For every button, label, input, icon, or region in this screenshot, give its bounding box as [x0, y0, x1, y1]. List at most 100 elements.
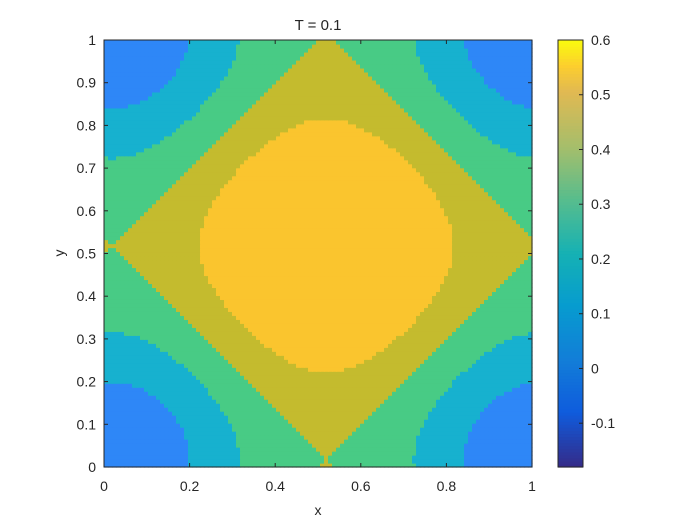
- contour-cell: [456, 447, 461, 452]
- contour-cell: [172, 439, 177, 444]
- contour-cell: [464, 439, 469, 444]
- contour-cell: [228, 347, 233, 352]
- contour-cell: [404, 363, 409, 368]
- contour-cell: [528, 295, 533, 300]
- contour-cell: [220, 367, 225, 372]
- contour-cell: [304, 323, 309, 328]
- contour-cell: [508, 283, 513, 289]
- contour-cell: [108, 311, 113, 316]
- contour-cell: [264, 423, 269, 428]
- contour-cell: [352, 287, 357, 293]
- contour-cell: [244, 339, 249, 344]
- contour-cell: [516, 431, 521, 436]
- contour-cell: [176, 415, 181, 420]
- contour-cell: [432, 463, 437, 468]
- contour-cell: [436, 311, 441, 316]
- contour-cell: [148, 455, 153, 460]
- contour-cell: [388, 435, 393, 440]
- contour-cell: [248, 423, 253, 428]
- contour-cell: [356, 399, 361, 404]
- contour-cell: [208, 363, 213, 368]
- contour-cell: [124, 303, 129, 308]
- contour-cell: [296, 411, 301, 416]
- contour-cell: [316, 359, 321, 364]
- contour-cell: [468, 367, 473, 372]
- contour-cell: [296, 443, 301, 448]
- contour-cell: [128, 411, 133, 416]
- contour-cell: [512, 327, 517, 332]
- contour-cell: [116, 363, 121, 368]
- contour-cell: [224, 423, 229, 428]
- contour-cell: [424, 459, 429, 464]
- contour-cell: [184, 355, 189, 360]
- contour-cell: [252, 359, 257, 364]
- contour-cell: [412, 403, 417, 408]
- contour-cell: [516, 347, 521, 352]
- contour-cell: [476, 371, 481, 376]
- contour-cell: [304, 375, 309, 380]
- contour-cell: [224, 287, 229, 293]
- contour-cell: [380, 403, 385, 408]
- contour-cell: [120, 371, 125, 376]
- contour-cell: [288, 387, 293, 392]
- contour-cell: [364, 327, 369, 332]
- contour-cell: [108, 423, 113, 428]
- contour-cell: [440, 391, 445, 396]
- contour-cell: [272, 355, 277, 360]
- contour-cell: [212, 411, 217, 416]
- contour-cell: [496, 379, 501, 384]
- contour-cell: [292, 335, 297, 340]
- contour-cell: [132, 371, 137, 376]
- contour-cell: [448, 327, 453, 332]
- contour-cell: [316, 411, 321, 416]
- contour-cell: [204, 291, 209, 296]
- contour-cell: [256, 447, 261, 452]
- contour-cell: [280, 291, 285, 296]
- contour-cell: [444, 423, 449, 428]
- contour-cell: [220, 355, 225, 360]
- contour-cell: [444, 439, 449, 444]
- contour-cell: [300, 375, 305, 380]
- contour-cell: [196, 359, 201, 364]
- contour-cell: [256, 319, 261, 324]
- contour-cell: [168, 331, 173, 336]
- contour-cell: [508, 347, 513, 352]
- contour-cell: [392, 331, 397, 336]
- contour-cell: [288, 407, 293, 412]
- contour-cell: [148, 431, 153, 436]
- contour-cell: [468, 455, 473, 460]
- contour-cell: [200, 463, 205, 468]
- contour-cell: [244, 443, 249, 448]
- contour-cell: [108, 303, 113, 308]
- contour-cell: [464, 295, 469, 300]
- contour-cell: [456, 391, 461, 396]
- contour-cell: [408, 295, 413, 300]
- contour-cell: [504, 363, 509, 368]
- contour-cell: [120, 315, 125, 320]
- contour-cell: [488, 291, 493, 296]
- contour-cell: [268, 435, 273, 440]
- contour-cell: [308, 447, 313, 452]
- contour-cell: [216, 319, 221, 324]
- contour-cell: [356, 307, 361, 312]
- contour-cell: [352, 283, 357, 289]
- contour-cell: [272, 327, 277, 332]
- contour-cell: [492, 439, 497, 444]
- contour-cell: [456, 351, 461, 356]
- contour-cell: [148, 335, 153, 340]
- contour-cell: [412, 463, 417, 468]
- contour-cell: [304, 383, 309, 388]
- contour-cell: [120, 319, 125, 324]
- contour-cell: [500, 299, 505, 304]
- contour-cell: [404, 331, 409, 336]
- contour-cell: [436, 399, 441, 404]
- contour-cell: [516, 451, 521, 456]
- contour-cell: [208, 287, 213, 293]
- contour-cell: [200, 395, 205, 400]
- contour-cell: [500, 395, 505, 400]
- contour-cell: [492, 319, 497, 324]
- contour-cell: [180, 443, 185, 448]
- contour-cell: [408, 351, 413, 356]
- contour-cell: [172, 351, 177, 356]
- contour-cell: [388, 343, 393, 348]
